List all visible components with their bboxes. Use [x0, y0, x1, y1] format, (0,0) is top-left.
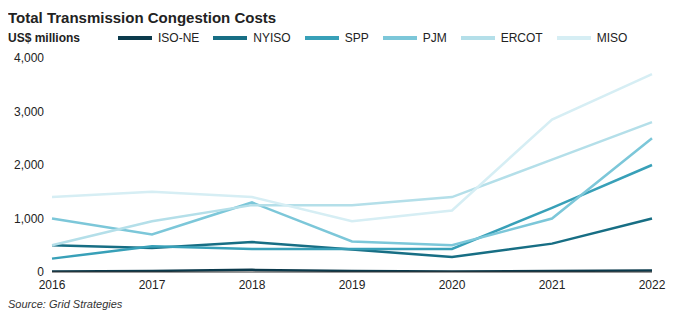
svg-text:2020: 2020: [439, 278, 466, 292]
svg-text:2019: 2019: [339, 278, 366, 292]
svg-text:4,000: 4,000: [14, 51, 44, 65]
html-text:MISO: MISO: [596, 31, 628, 45]
html-text:ERCOT: ERCOT: [500, 31, 543, 45]
html-text:PJM: PJM: [422, 31, 447, 45]
html-text:US$ millions: US$ millions: [8, 31, 80, 45]
svg-text:2022: 2022: [639, 278, 666, 292]
html-text:NYISO: NYISO: [253, 31, 291, 45]
svg-text:0: 0: [37, 265, 44, 279]
html-text:Source: Grid Strategies: Source: Grid Strategies: [8, 298, 123, 310]
html-text:Total Transmission Congestion: Total Transmission Congestion Costs: [8, 9, 277, 26]
svg-text:1,000: 1,000: [14, 212, 44, 226]
svg-text:2021: 2021: [539, 278, 566, 292]
svg-text:2017: 2017: [139, 278, 166, 292]
svg-text:2,000: 2,000: [14, 158, 44, 172]
svg-text:2016: 2016: [39, 278, 66, 292]
svg-text:3,000: 3,000: [14, 105, 44, 119]
svg-text:2018: 2018: [239, 278, 266, 292]
html-text:ISO-NE: ISO-NE: [158, 31, 200, 45]
html-text:SPP: SPP: [344, 31, 369, 45]
